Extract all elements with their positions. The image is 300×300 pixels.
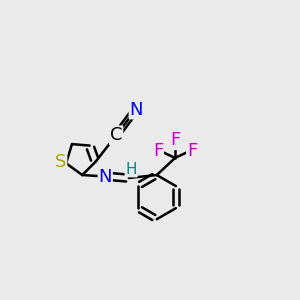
Text: H: H <box>125 162 137 177</box>
Text: F: F <box>187 142 197 160</box>
Text: S: S <box>55 153 67 171</box>
Text: F: F <box>170 131 180 149</box>
Text: C: C <box>110 126 122 144</box>
Text: F: F <box>153 142 163 160</box>
Text: N: N <box>98 167 112 185</box>
Text: N: N <box>130 100 143 118</box>
